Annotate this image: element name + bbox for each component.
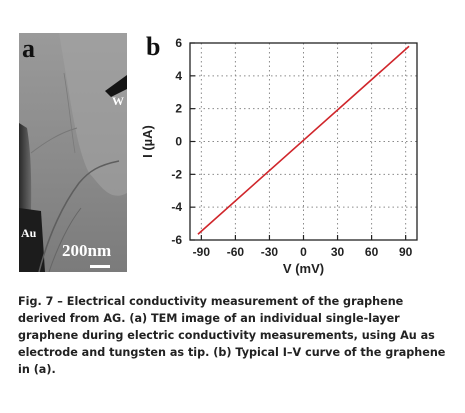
x-tick-label: 60: [365, 245, 379, 259]
series-layer: [197, 45, 410, 235]
y-tick-label: 6: [175, 36, 182, 50]
x-axis-label: V (mV): [283, 261, 324, 276]
tip-label: W: [112, 94, 124, 108]
x-tick-labels: -90 -60 -30 0 30 60 90: [193, 245, 413, 259]
scale-label: 200nm: [62, 241, 112, 260]
y-tick-label: 0: [175, 135, 182, 149]
x-tick-label: 0: [300, 245, 307, 259]
tem-image: a W Au 200nm: [19, 33, 127, 272]
x-tick-label: -90: [193, 245, 211, 259]
x-tick-label: 90: [399, 245, 413, 259]
x-tick-label: -60: [227, 245, 245, 259]
iv-curve: [197, 45, 410, 235]
y-axis-label: I (µA): [140, 125, 155, 158]
x-tick-label: 30: [331, 245, 345, 259]
y-tick-labels: 6 4 2 0 -2 -4 -6: [171, 36, 182, 247]
x-tick-label: -30: [261, 245, 279, 259]
y-tick-label: -2: [171, 167, 182, 181]
ticks: [190, 42, 407, 241]
panel-b-label: b: [146, 32, 161, 61]
y-tick-label: -6: [171, 233, 182, 247]
y-tick-label: 4: [175, 69, 182, 83]
figure-caption: Fig. 7 – Electrical conductivity measure…: [18, 295, 446, 376]
tem-texture: [19, 33, 127, 272]
y-tick-label: 2: [175, 102, 182, 116]
panel-a-label: a: [22, 34, 35, 63]
y-tick-label: -4: [171, 200, 182, 214]
electrode-label: Au: [21, 226, 37, 240]
iv-chart: -90 -60 -30 0 30 60 90 6 4 2 0 -2 -4 -6 V (mV) I (µA…: [140, 36, 418, 276]
scale-bar: [90, 265, 110, 268]
